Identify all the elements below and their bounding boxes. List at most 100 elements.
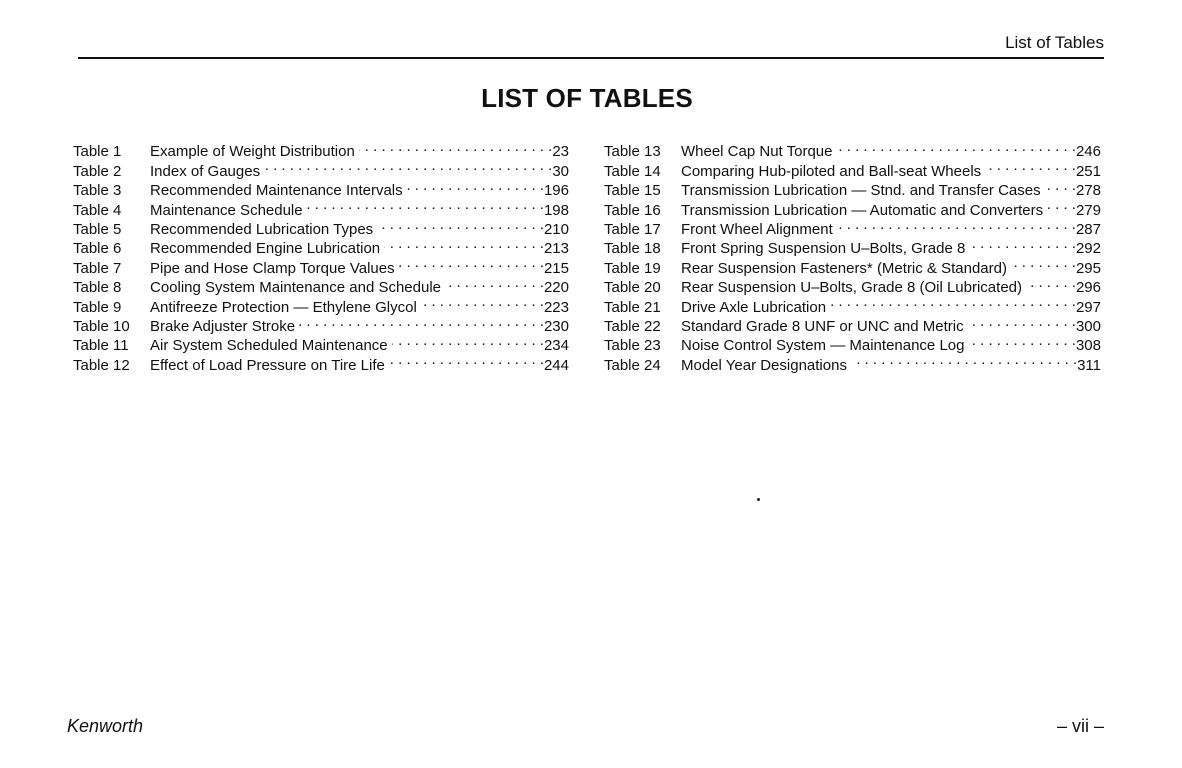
toc-entry[interactable]: Table 6 Recommended Engine Lubrication 213 — [73, 234, 569, 257]
page-number: 311 — [1077, 356, 1101, 374]
table-label: Table 8 — [73, 279, 122, 297]
dot-leader — [407, 176, 544, 195]
dot-leader — [851, 350, 1077, 369]
table-label: Table 10 — [73, 317, 130, 335]
dot-leader — [392, 331, 544, 350]
page-number: 278 — [1075, 182, 1101, 200]
table-title: Cooling System Maintenance and Schedule — [150, 279, 442, 297]
dot-leader — [1011, 253, 1076, 272]
toc-entry[interactable]: Table 2 Index of Gauges 30 — [73, 156, 569, 180]
page-number: 292 — [1075, 240, 1101, 258]
table-label: Table 4 — [73, 201, 122, 219]
table-label: Table 1 — [73, 143, 122, 161]
running-head: List of Tables — [1005, 33, 1104, 52]
toc-right-column: Table 13 Wheel Cap Nut Torque 246 Table 14 C… — [604, 137, 1101, 374]
page-number: 215 — [543, 259, 569, 277]
table-title: Recommended Engine Lubrication — [150, 240, 381, 258]
table-label: Table 20 — [604, 279, 661, 297]
page-number: 295 — [1075, 259, 1101, 277]
table-label: Table 14 — [604, 162, 661, 180]
page-number: 244 — [543, 356, 569, 374]
footer-brand: Kenworth — [67, 716, 144, 736]
dot-leader — [1045, 176, 1076, 195]
table-title: Wheel Cap Nut Torque — [681, 143, 833, 161]
table-label: Table 12 — [73, 356, 130, 374]
page-number: 300 — [1075, 317, 1101, 335]
table-title: Recommended Lubrication Types — [150, 220, 374, 238]
toc-entry[interactable]: Table 22 Standard Grade 8 UNF or UNC and … — [604, 312, 1101, 335]
dot-leader — [359, 137, 552, 156]
toc-entry[interactable]: Table 11 Air System Scheduled Maintenance… — [73, 331, 569, 354]
table-title: Rear Suspension Fasteners* (Metric & Sta… — [681, 259, 1007, 277]
dot-leader — [969, 234, 1076, 253]
toc-entry[interactable]: Table 12 Effect of Load Pressure on Tire … — [73, 350, 569, 374]
toc-entry[interactable]: Table 19 Rear Suspension Fasteners* (Metr… — [604, 253, 1101, 277]
toc-entry[interactable]: Table 7 Pipe and Hose Clamp Torque Values… — [73, 253, 569, 277]
dot-leader — [384, 234, 544, 253]
table-title: Front Wheel Alignment — [681, 220, 833, 238]
dot-leader — [299, 312, 544, 331]
page-number: 210 — [543, 220, 569, 238]
dot-leader — [264, 156, 552, 175]
page-number: 296 — [1075, 279, 1101, 297]
page-number: 223 — [543, 298, 569, 316]
toc-entry[interactable]: Table 14 Comparing Hub-piloted and Ball-s… — [604, 156, 1101, 180]
page-title: LIST OF TABLES — [481, 83, 693, 113]
table-label: Table 3 — [73, 182, 122, 200]
dot-leader — [836, 137, 1075, 156]
toc-entry[interactable]: Table 5 Recommended Lubrication Types 210 — [73, 215, 569, 238]
table-label: Table 5 — [73, 220, 122, 238]
dot-leader — [389, 350, 544, 369]
dot-leader — [377, 215, 544, 234]
page-number: 287 — [1075, 220, 1101, 238]
header-rule — [78, 57, 1104, 59]
dot-leader — [445, 273, 544, 292]
table-title: Standard Grade 8 UNF or UNC and Metric — [681, 317, 964, 335]
page-number: 220 — [543, 279, 569, 297]
table-label: Table 21 — [604, 298, 661, 316]
dot-leader — [985, 156, 1076, 175]
table-title: Air System Scheduled Maintenance — [150, 337, 388, 355]
table-title: Brake Adjuster Stroke — [150, 317, 296, 335]
table-label: Table 17 — [604, 220, 661, 238]
table-label: Table 18 — [604, 240, 661, 258]
table-label: Table 11 — [73, 337, 129, 355]
page-number: 196 — [543, 182, 569, 200]
table-label: Table 6 — [73, 240, 122, 258]
table-label: Table 16 — [604, 201, 661, 219]
toc-entry[interactable]: Table 10 Brake Adjuster Stroke 230 — [73, 312, 569, 335]
page-number: 23 — [552, 143, 569, 161]
table-title: Maintenance Schedule — [150, 201, 303, 219]
table-label: Table 2 — [73, 162, 122, 180]
table-label: Table 13 — [604, 143, 661, 161]
dot-leader — [1026, 273, 1076, 292]
page-number: 30 — [552, 162, 569, 180]
page-number: 234 — [543, 337, 569, 355]
page-number: 251 — [1075, 162, 1101, 180]
dot-leader — [830, 292, 1076, 311]
table-title: Transmission Lubrication — Stnd. and Tra… — [681, 182, 1041, 200]
table-title: Front Spring Suspension U–Bolts, Grade 8 — [681, 240, 966, 258]
toc-entry[interactable]: Table 17 Front Wheel Alignment 287 — [604, 215, 1101, 238]
page-number: 198 — [543, 201, 569, 219]
page-number: 308 — [1075, 337, 1101, 355]
dot-leader — [399, 253, 544, 272]
page-number: 213 — [543, 240, 569, 258]
scan-speck — [757, 498, 760, 501]
toc-entry[interactable]: Table 18 Front Spring Suspension U–Bolts,… — [604, 234, 1101, 257]
table-title: Drive Axle Lubrication — [681, 298, 827, 316]
toc-entry[interactable]: Table 21 Drive Axle Lubrication 297 — [604, 292, 1101, 316]
toc-entry[interactable]: Table 4 Maintenance Schedule 198 — [73, 195, 569, 219]
table-label: Table 9 — [73, 298, 122, 316]
toc-entry[interactable]: Table 8 Cooling System Maintenance and Sc… — [73, 273, 569, 296]
toc-entry[interactable]: Table 13 Wheel Cap Nut Torque 246 — [604, 137, 1101, 160]
table-label: Table 22 — [604, 317, 661, 335]
page-number: 230 — [543, 317, 569, 335]
toc-entry[interactable]: Table 24 Model Year Designations 311 — [604, 350, 1101, 374]
table-label: Table 19 — [604, 259, 661, 277]
table-label: Table 23 — [604, 337, 661, 355]
table-label: Table 24 — [604, 356, 661, 374]
toc-entry[interactable]: Table 15 Transmission Lubrication — Stnd.… — [604, 176, 1101, 199]
